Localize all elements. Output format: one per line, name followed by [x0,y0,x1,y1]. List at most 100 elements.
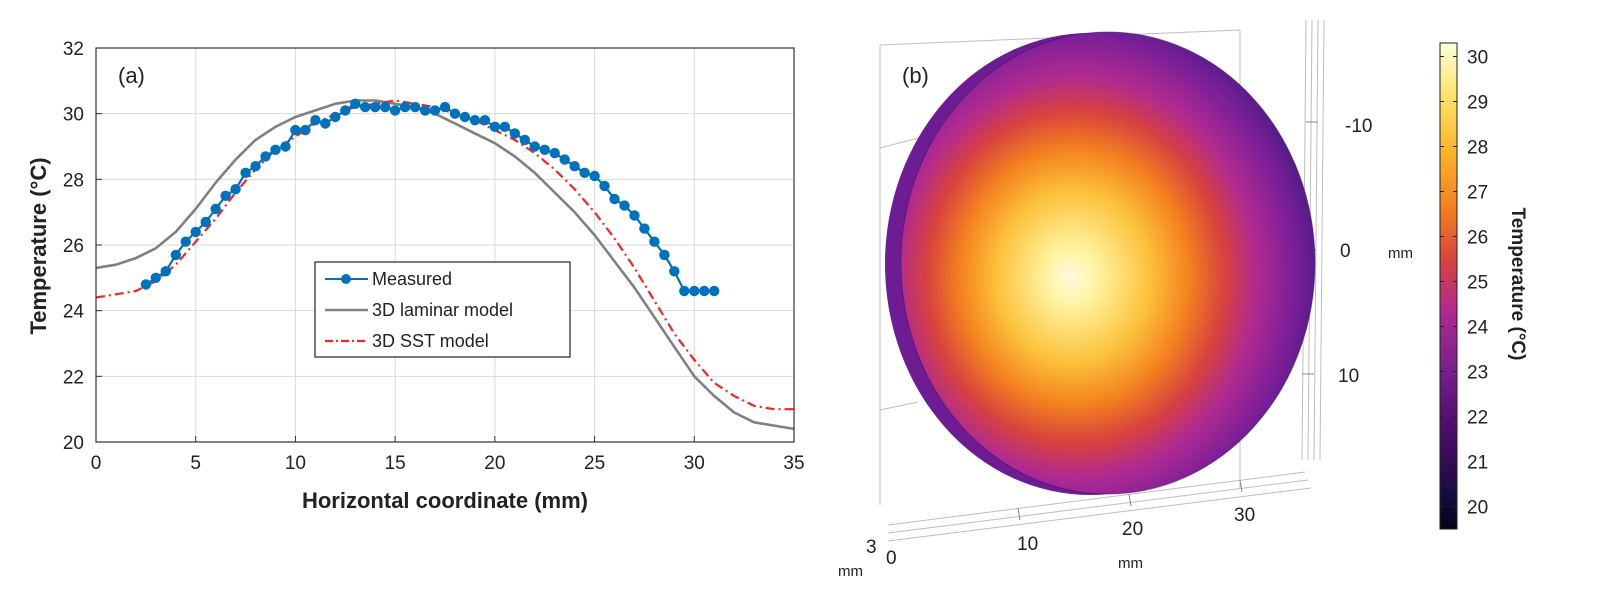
depth-tick-0: 3 [866,537,877,558]
measured-point-30 [439,101,451,113]
depth-axis-label: mm [838,563,863,580]
bottom-tick-0: 10 [1017,534,1038,555]
measured-point-54 [679,285,690,297]
measured-point-31 [449,108,461,119]
measured-point-20 [340,105,351,116]
colorbar-tick-label-7: 27 [1467,183,1488,204]
measured-point-13 [270,144,281,155]
measured-point-24 [380,101,391,113]
measured-point-48 [619,200,630,211]
panel-label-b: (b) [902,63,929,88]
x-tick-label-4: 20 [484,453,505,474]
measured-point-11 [250,161,261,172]
colorbar-label: Temperature (°C) [1507,208,1528,361]
measured-point-51 [649,236,660,247]
measured-point-16 [300,124,311,136]
y-tick-label-2: 24 [63,302,85,323]
x-axis-label-a: Horizontal coordinate (mm) [302,488,588,513]
panel-label-a: (a) [118,63,145,88]
line-chart-panel-a: 0 5 10 15 20 25 30 35 20 22 24 26 28 30 32 (a) Horizon… [26,39,805,513]
measured-point-39 [529,141,540,152]
measured-point-33 [469,115,481,126]
right-axis-label: mm [1388,245,1413,262]
bottom-tick-1: 20 [1122,519,1143,540]
colorbar [1439,42,1458,530]
measured-point-53 [669,266,680,277]
measured-point-17 [310,115,321,126]
measured-point-0 [140,279,152,290]
x-tick-label-5: 25 [584,453,605,474]
measured-point-14 [280,141,291,152]
measured-point-41 [549,147,560,159]
measured-point-19 [330,111,341,123]
colorbar-ticks: 20 21 22 23 24 25 26 27 28 29 30 [1440,48,1489,519]
y-tick-label-1: 22 [63,367,84,388]
y-tick-label-5: 30 [63,105,84,126]
series-line-3d-laminar-model [96,99,794,431]
measured-point-2 [160,266,171,277]
measured-point-27 [409,101,421,113]
measured-point-44 [579,167,590,178]
legend-measured-marker [341,274,351,284]
heatmap-panel-b: (b) -10 0 10 mm 10 20 30 mm 3 0 mm 20212… [838,19,1528,580]
x-tick-label-2: 10 [285,453,306,474]
x-tick-label-1: 5 [190,453,201,474]
measured-point-12 [260,151,271,162]
depth-tick-1: 0 [886,548,897,569]
measured-point-34 [479,115,491,126]
x-tick-label-6: 30 [684,453,705,474]
y-tick-label-6: 32 [63,39,84,60]
bottom-axis-label: mm [1118,555,1143,572]
colorbar-tick-label-9: 29 [1467,93,1488,114]
measured-point-40 [539,144,550,155]
measured-point-45 [589,170,600,182]
colorbar-tick-label-2: 22 [1467,408,1488,429]
measured-point-25 [389,105,401,116]
measured-point-38 [519,134,530,146]
measured-point-23 [370,101,381,113]
measured-point-8 [220,190,231,201]
measured-point-35 [489,121,501,132]
y-tick-label-3: 26 [63,236,84,257]
y-axis-label-a: Temperature (°C) [26,157,51,334]
measured-point-47 [609,193,620,205]
measured-point-6 [200,216,211,228]
measured-point-21 [350,98,361,110]
y-tick-label-4: 28 [63,170,84,191]
measured-point-36 [499,121,510,132]
measured-point-15 [290,124,301,136]
right-tick-2: 10 [1338,366,1359,387]
legend-sst-label: 3D SST model [372,331,489,351]
bottom-tick-2: 30 [1234,505,1255,526]
measured-point-46 [599,180,610,192]
measured-point-57 [709,285,720,297]
measured-point-26 [399,101,411,113]
x-tick-label-3: 15 [385,453,406,474]
measured-point-4 [180,236,191,247]
measured-point-49 [629,210,640,221]
legend-a: Measured 3D laminar model 3D SST model [314,261,571,358]
colorbar-tick-label-4: 24 [1467,318,1489,339]
colorbar-tick-label-10: 30 [1467,48,1488,69]
measured-point-29 [429,105,441,116]
measured-point-56 [699,285,710,297]
measured-point-32 [459,111,471,123]
measured-point-3 [170,249,181,261]
colorbar-tick-label-1: 21 [1467,453,1488,474]
measured-point-9 [230,184,241,195]
measured-point-1 [150,272,161,283]
measured-point-43 [569,161,580,172]
measured-point-50 [639,223,650,234]
measured-point-5 [190,226,201,238]
measured-point-28 [419,105,431,116]
series-group-a [96,98,794,431]
colorbar-tick-label-8: 28 [1467,138,1488,159]
x-tick-label-0: 0 [91,453,102,474]
measured-point-10 [240,167,251,178]
measured-point-55 [689,285,700,297]
measured-point-52 [659,249,670,261]
colorbar-tick-label-5: 25 [1467,273,1488,294]
legend-measured-label: Measured [372,269,452,289]
disk-outline [900,31,1316,495]
